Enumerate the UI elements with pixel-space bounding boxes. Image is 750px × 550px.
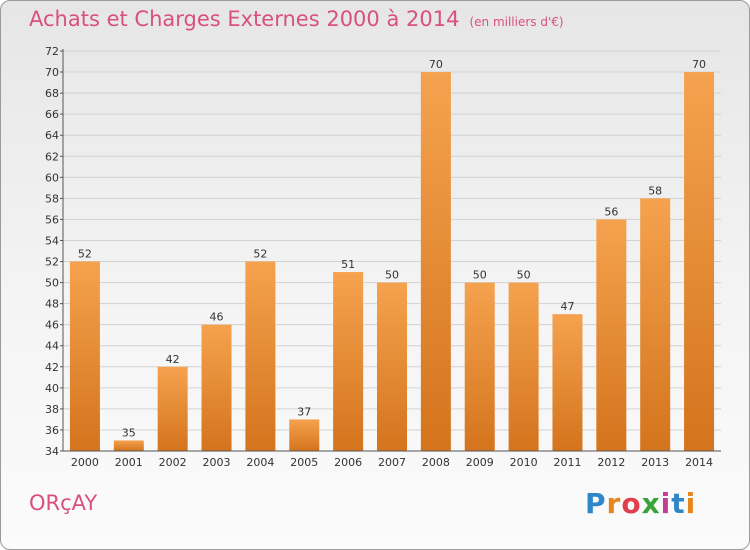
x-tick-label: 2009 [466,456,494,469]
bar [508,282,539,451]
y-tick-label: 70 [45,66,59,79]
data-label: 52 [253,248,267,261]
y-tick-label: 56 [45,213,59,226]
y-tick-label: 40 [45,382,59,395]
bar [245,261,276,451]
x-tick-labels: 2000 2001 2002 2003 2004 2005 2006 2007 2008 2009… [71,456,713,469]
bar [157,366,188,451]
x-tick-label: 2008 [422,456,450,469]
proxiti-logo: Proxiti [585,487,696,520]
logo-letter: P [585,487,607,520]
y-tick-label: 36 [45,424,59,437]
data-label: 52 [78,248,92,261]
y-tick-label: 42 [45,361,59,374]
y-tick-label: 66 [45,108,59,121]
data-label: 42 [166,353,180,366]
logo-letter: t [671,487,686,520]
data-label: 35 [122,426,136,439]
bar [113,440,144,451]
bar [201,324,232,451]
y-tick-label: 52 [45,256,59,269]
data-label: 70 [429,58,443,71]
bar [596,219,627,451]
data-label: 58 [648,184,662,197]
logo-letter: i [685,487,697,520]
x-tick-label: 2010 [510,456,538,469]
bars [69,72,715,451]
bar [552,314,583,451]
data-labels: 52 35 42 46 52 37 51 50 70 50 50 47 56 58 70 [78,58,706,439]
x-tick-label: 2001 [115,456,143,469]
data-label: 50 [385,269,399,282]
x-tick-label: 2005 [290,456,318,469]
y-tick-labels: 34 36 38 40 42 44 46 48 50 52 54 56 58 60 62 64 66 68 70 72 [45,45,59,458]
data-label: 70 [692,58,706,71]
data-label: 50 [517,269,531,282]
x-tick-label: 2014 [685,456,713,469]
logo-letter: o [621,487,642,520]
y-tick-label: 34 [45,445,59,458]
x-tick-label: 2000 [71,456,99,469]
y-tick-label: 44 [45,340,59,353]
data-label: 37 [297,405,311,418]
commune-name: ORçAY [29,491,98,515]
chart-title-text: Achats et Charges Externes 2000 à 2014 [29,7,460,31]
bar [333,272,364,451]
x-tick-label: 2002 [159,456,187,469]
bar [420,72,451,451]
bar [289,419,320,451]
x-tick-label: 2006 [334,456,362,469]
y-tick-label: 60 [45,171,59,184]
chart-title: Achats et Charges Externes 2000 à 2014 (e… [29,7,564,31]
y-tick-label: 72 [45,45,59,58]
y-tick-label: 38 [45,403,59,416]
logo-letter: x [641,487,661,520]
data-label: 50 [473,269,487,282]
logo-letter: r [606,487,622,520]
bar [377,282,407,451]
x-tick-label: 2012 [597,456,625,469]
y-tick-label: 46 [45,319,59,332]
logo-letter: i [660,487,672,520]
chart-subtitle: (en milliers d'€) [469,15,564,29]
bar [69,261,100,451]
x-tick-label: 2013 [641,456,669,469]
data-label: 47 [560,300,574,313]
y-tick-label: 62 [45,150,59,163]
y-tick-label: 68 [45,87,59,100]
data-label: 51 [341,258,355,271]
data-label: 46 [210,311,224,324]
x-tick-label: 2004 [246,456,274,469]
data-label: 56 [604,205,618,218]
y-tick-label: 58 [45,192,59,205]
x-tick-label: 2011 [553,456,581,469]
bar [464,282,495,451]
bar [640,198,671,451]
axes [60,49,721,452]
y-tick-label: 48 [45,298,59,311]
x-tick-label: 2003 [203,456,231,469]
y-tick-label: 64 [45,129,59,142]
y-tick-label: 50 [45,277,59,290]
y-tick-label: 54 [45,234,59,247]
x-tick-label: 2007 [378,456,406,469]
bar [684,72,715,451]
